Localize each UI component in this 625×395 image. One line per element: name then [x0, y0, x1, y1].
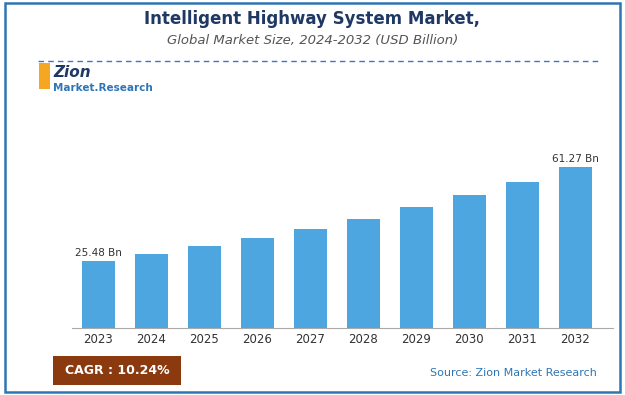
Bar: [135, 254, 168, 328]
Text: Source: Zion Market Research: Source: Zion Market Research: [430, 368, 597, 378]
Bar: [188, 246, 221, 328]
Text: Market.Research: Market.Research: [53, 83, 153, 93]
Bar: [506, 182, 539, 328]
Text: 61.27 Bn: 61.27 Bn: [552, 154, 599, 164]
Polygon shape: [41, 63, 48, 89]
Text: 25.48 Bn: 25.48 Bn: [75, 248, 122, 258]
Text: Global Market Size, 2024-2032 (USD Billion): Global Market Size, 2024-2032 (USD Billi…: [167, 34, 458, 47]
Bar: [82, 261, 115, 328]
Bar: [294, 229, 327, 328]
Bar: [453, 195, 486, 328]
Bar: [400, 207, 433, 328]
Text: Zion: Zion: [53, 65, 91, 80]
Bar: [241, 238, 274, 328]
Text: CAGR : 10.24%: CAGR : 10.24%: [65, 364, 169, 377]
Bar: [347, 219, 380, 328]
Text: Intelligent Highway System Market,: Intelligent Highway System Market,: [144, 10, 481, 28]
Bar: [559, 167, 592, 328]
